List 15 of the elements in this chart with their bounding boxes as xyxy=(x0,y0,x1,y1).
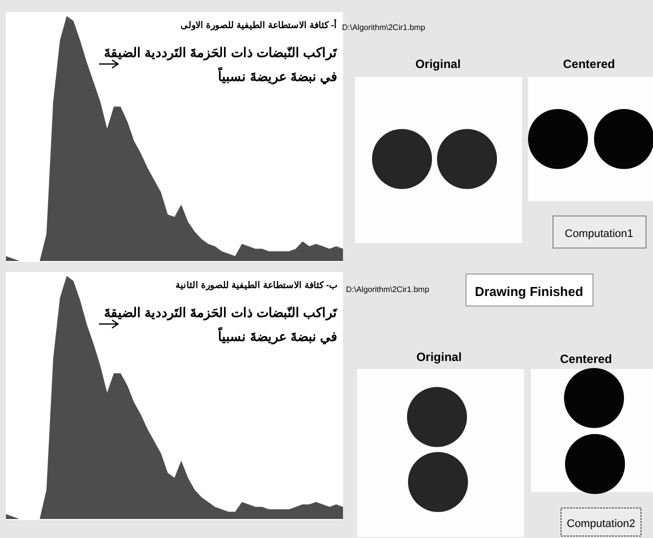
chart-title: أ- كثافة الاستطاعة الطيفية للصورة الاولى xyxy=(180,18,337,31)
text: D:\Algorithm\2Cir1.bmp xyxy=(346,285,430,294)
text: Centered xyxy=(560,352,612,366)
annotation: في نبضةَ عريضةَ نسبياً xyxy=(218,326,337,345)
chart-title: ب- كثافة الاستطاعة الطيفية للصورة الثانية xyxy=(176,280,337,291)
annotation: في نبضةَ عريضةَ نسبياً xyxy=(218,66,337,85)
annotation: تَراكب النّبضات ذات الحَزمةَ التَرددية الضيقةَ xyxy=(104,45,338,61)
annotation: تَراكب النّبضات ذات الحَزمةَ التَرددية الضيقةَ xyxy=(104,305,338,321)
text: Centered xyxy=(562,57,616,71)
text: Drawing Finished xyxy=(474,284,584,299)
annotation: D:\Algorithm\2Cir1.bmp xyxy=(342,23,426,32)
text: Computation2 xyxy=(566,518,636,530)
text: Original xyxy=(416,350,462,364)
text: Original xyxy=(415,57,461,71)
text: Computation1 xyxy=(564,228,634,240)
